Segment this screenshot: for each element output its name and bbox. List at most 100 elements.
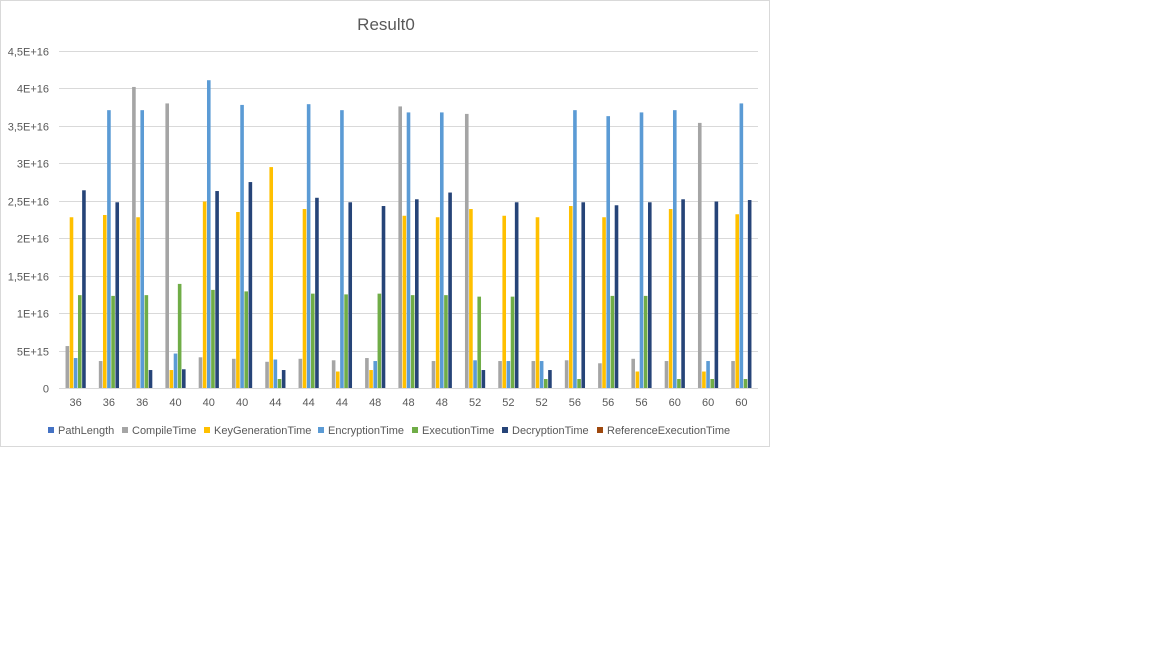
bar [277,379,282,388]
bar [310,293,315,388]
bar [65,346,70,388]
legend-swatch [412,427,418,433]
legend-swatch [48,427,54,433]
bar [302,209,307,388]
bar [107,110,111,388]
bar [739,103,744,389]
bar [435,217,440,388]
bar [398,106,402,389]
x-tick-label: 40 [236,397,248,409]
bar [743,379,748,388]
bar [240,104,244,389]
bar [402,215,407,388]
bar [568,206,573,388]
bar [306,104,311,389]
bar [639,112,644,388]
bar [444,295,448,388]
bar [244,291,249,388]
bar [510,296,515,388]
y-tick-label: 5E+15 [17,347,49,359]
legend-label: ReferenceExecutionTime [607,425,730,437]
bar [697,122,702,388]
y-axis-ticks: 0 5E+15 1E+16 1,5E+16 2E+16 2,5E+16 3E+16 3,5E+… [8,47,49,396]
bar [631,358,635,388]
bar-chart: Result0 0 5E+15 1E+16 1,5E+16 2E+16 2,5E+16 3E… [8,15,758,437]
bar [82,190,86,388]
bar [182,369,186,388]
x-tick-label: 60 [669,397,681,409]
bar [73,358,78,388]
bar [144,295,149,388]
bar [535,217,540,388]
bar [140,110,145,388]
bar [469,209,473,388]
legend-label: PathLength [58,425,114,437]
bar [298,358,303,388]
bar [377,293,382,388]
bar [602,217,606,388]
x-tick-label: 36 [136,397,148,409]
y-tick-label: 2E+16 [17,234,49,246]
bar [598,363,602,388]
bar [473,360,477,388]
x-tick-label: 56 [569,397,581,409]
bar [506,361,511,388]
bar [410,295,415,388]
bar [335,371,340,388]
bar [344,294,348,388]
chart-title: Result0 [357,15,415,34]
x-tick-label: 48 [369,397,381,409]
bar [165,103,169,389]
bar [714,201,719,388]
x-tick-label: 44 [302,397,314,409]
bar [681,199,685,388]
bar [514,202,519,388]
bar [747,200,752,388]
bar [706,361,710,388]
bar [672,110,677,388]
legend: PathLength CompileTime KeyGenerationTime En… [48,425,730,437]
x-tick-label: 40 [203,397,215,409]
bar [215,191,219,388]
bar [539,361,544,388]
bar [136,217,140,388]
bar [731,361,735,388]
x-axis-ticks: 36 36 36 40 40 40 44 44 44 48 48 48 52 52 52 56 56 56 60 60… [69,397,747,409]
bar [281,370,286,388]
bar [648,202,652,388]
x-tick-label: 48 [402,397,414,409]
bar [231,358,236,388]
bar [581,202,586,388]
bar [348,202,353,388]
x-tick-label: 36 [103,397,115,409]
bar [381,206,386,388]
bar [543,379,548,388]
bar [206,80,211,389]
bar [502,215,507,388]
y-tick-label: 0 [43,384,49,396]
bar [77,295,82,388]
bar [481,370,486,388]
bar [406,112,411,388]
legend-label: DecryptionTime [512,425,589,437]
bar [69,217,74,388]
bar [98,361,103,388]
bar [111,295,115,388]
bar [211,289,215,388]
legend-label: CompileTime [132,425,196,437]
bar [202,201,207,388]
bar [148,370,153,388]
x-tick-label: 44 [269,397,281,409]
bar [577,379,581,388]
bar [173,353,178,388]
x-tick-label: 60 [735,397,747,409]
y-tick-label: 4,5E+16 [8,47,49,59]
bar [365,358,369,388]
bars [65,80,752,389]
legend-swatch [204,427,210,433]
bar [132,86,136,388]
bar [635,371,640,388]
bar [340,110,344,388]
bar [331,360,336,388]
bar [236,212,240,388]
